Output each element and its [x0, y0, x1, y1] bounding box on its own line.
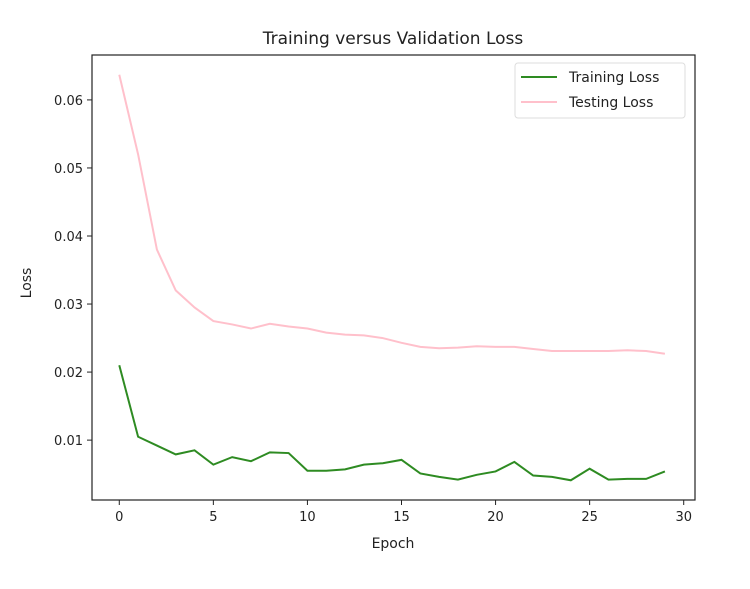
y-tick-label: 0.02: [54, 366, 83, 381]
x-tick-label: 25: [581, 510, 598, 525]
x-axis-label: Epoch: [372, 536, 415, 552]
x-tick-label: 30: [675, 510, 692, 525]
y-tick-label: 0.05: [54, 162, 83, 177]
chart-title: Training versus Validation Loss: [262, 29, 524, 49]
x-tick-label: 20: [487, 510, 504, 525]
y-axis-label: Loss: [19, 268, 35, 299]
y-tick-label: 0.04: [54, 230, 83, 245]
legend-label-testing: Testing Loss: [568, 95, 653, 111]
legend-label-training: Training Loss: [568, 70, 659, 86]
plot-frame: [92, 55, 695, 500]
x-tick-label: 15: [393, 510, 410, 525]
y-tick-label: 0.03: [54, 298, 83, 313]
y-tick-label: 0.06: [54, 94, 83, 109]
x-tick-label: 10: [299, 510, 316, 525]
legend: Training Loss Testing Loss: [515, 63, 685, 118]
x-tick-label: 0: [115, 510, 123, 525]
x-tick-label: 5: [209, 510, 217, 525]
series-line-training: [119, 365, 665, 480]
y-tick-label: 0.01: [54, 434, 83, 449]
